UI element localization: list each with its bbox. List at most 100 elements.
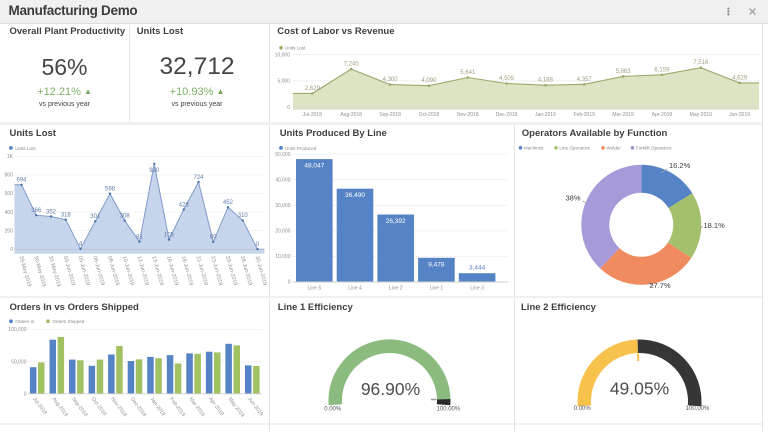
svg-text:Aug-2018: Aug-2018 [51,396,69,418]
svg-text:800: 800 [5,173,14,179]
svg-text:Mar-2019: Mar-2019 [612,112,634,118]
svg-text:13-Jun-2019: 13-Jun-2019 [150,255,164,286]
svg-text:48,047: 48,047 [304,163,324,170]
svg-text:724: 724 [193,175,204,181]
svg-text:400: 400 [5,210,14,216]
svg-text:100.00%: 100.00% [437,407,461,413]
svg-text:Line 4: Line 4 [348,286,362,292]
svg-text:23-Jun-2019: 23-Jun-2019 [209,255,223,286]
svg-text:30,000: 30,000 [275,203,291,209]
svg-text:4,188: 4,188 [538,78,554,84]
svg-text:105: 105 [164,232,175,238]
svg-text:Orders Shipped: Orders Shipped [52,319,85,324]
svg-text:7,240: 7,240 [344,62,360,68]
svg-text:5,000: 5,000 [277,79,290,85]
svg-text:Units Lost: Units Lost [285,46,306,51]
svg-text:Sep-2018: Sep-2018 [379,112,401,118]
svg-text:920: 920 [149,168,160,174]
svg-text:308: 308 [120,213,131,219]
svg-text:50,000: 50,000 [275,152,291,158]
svg-text:4,629: 4,629 [732,75,748,81]
svg-text:08-Jun-2019: 08-Jun-2019 [106,255,120,286]
svg-text:21-Jun-2019: 21-Jun-2019 [195,255,209,286]
svg-text:27.7%: 27.7% [649,281,671,290]
svg-text:4,300: 4,300 [383,77,399,83]
svg-text:Dec-2018: Dec-2018 [129,396,147,418]
svg-text:36,490: 36,490 [345,192,365,199]
svg-text:Jan-2019: Jan-2019 [148,396,166,417]
svg-text:5,641: 5,641 [460,70,476,76]
svg-text:2,629: 2,629 [305,86,321,92]
svg-text:May-2019: May-2019 [690,112,712,118]
svg-text:03-Jun-2019: 03-Jun-2019 [62,255,76,286]
svg-text:Orders In: Orders In [15,319,35,324]
svg-text:0.00%: 0.00% [574,406,592,412]
svg-text:30-Jun-2019: 30-Jun-2019 [254,255,268,286]
svg-text:Feb-2019: Feb-2019 [573,112,595,118]
svg-text:694: 694 [16,178,27,184]
svg-text:428: 428 [179,202,190,208]
svg-text:7,516: 7,516 [693,60,709,66]
svg-text:18.1%: 18.1% [704,221,726,230]
svg-text:Line 2: Line 2 [389,286,403,292]
svg-text:452: 452 [223,200,234,206]
svg-text:Dec-2018: Dec-2018 [496,112,518,118]
svg-text:100,000: 100,000 [8,327,26,333]
svg-text:100.00%: 100.00% [686,406,710,412]
svg-text:Oct-2018: Oct-2018 [90,396,108,417]
svg-text:16-Jun-2019: 16-Jun-2019 [165,255,179,286]
svg-text:Oct-2018: Oct-2018 [419,112,440,118]
svg-text:318: 318 [61,213,72,219]
svg-text:Jun-2019: Jun-2019 [246,396,264,417]
svg-text:0: 0 [24,392,27,398]
svg-text:96.90%: 96.90% [361,379,420,399]
svg-text:30-May-2019: 30-May-2019 [32,255,47,287]
svg-text:40,000: 40,000 [275,177,291,183]
svg-text:Sep-2018: Sep-2018 [70,396,88,418]
svg-text:Welder: Welder [606,146,621,151]
svg-text:4: 4 [79,242,83,248]
svg-text:25-Jun-2019: 25-Jun-2019 [224,255,238,286]
svg-text:9,478: 9,478 [428,261,445,268]
svg-text:Mar-2019: Mar-2019 [188,396,206,417]
svg-text:Nov-2018: Nov-2018 [457,112,479,118]
svg-text:Nov-2018: Nov-2018 [109,396,127,418]
svg-text:05-Jun-2019: 05-Jun-2019 [77,255,91,286]
svg-text:598: 598 [105,187,116,193]
svg-text:Line 5: Line 5 [307,286,321,292]
svg-text:0: 0 [256,242,260,248]
svg-text:Jul-2018: Jul-2018 [31,396,48,416]
svg-text:81: 81 [136,235,143,241]
svg-text:26,392: 26,392 [386,218,406,225]
svg-text:Machinist: Machinist [524,146,544,151]
svg-text:Line 1: Line 1 [430,286,444,292]
svg-text:10-Jun-2019: 10-Jun-2019 [121,255,135,286]
svg-text:18-Jun-2019: 18-Jun-2019 [180,255,194,286]
svg-text:301: 301 [90,214,101,220]
svg-text:Jul-2018: Jul-2018 [303,112,322,118]
svg-text:38%: 38% [565,194,580,203]
svg-text:29-May-2019: 29-May-2019 [18,255,33,287]
svg-text:3,444: 3,444 [469,265,486,272]
svg-text:28-Jun-2019: 28-Jun-2019 [239,255,253,286]
svg-text:Units Lost: Units Lost [15,146,36,151]
svg-text:6,159: 6,159 [654,67,670,73]
svg-text:0: 0 [10,247,13,253]
svg-text:Jan-2019: Jan-2019 [535,112,556,118]
svg-text:0.00%: 0.00% [324,407,342,413]
svg-text:4,505: 4,505 [499,76,515,82]
svg-text:Jun-2019: Jun-2019 [729,112,750,118]
svg-text:366: 366 [31,208,42,214]
svg-text:352: 352 [46,209,57,215]
svg-text:12-Jun-2019: 12-Jun-2019 [136,255,150,286]
svg-text:20,000: 20,000 [275,229,291,235]
svg-text:Feb-2019: Feb-2019 [168,396,186,417]
svg-text:Line Operators: Line Operators [559,146,590,151]
svg-text:80: 80 [210,235,217,241]
svg-text:10,000: 10,000 [275,254,291,260]
svg-text:Aug-2018: Aug-2018 [340,112,362,118]
svg-text:49.05%: 49.05% [610,379,669,399]
svg-text:Line 3: Line 3 [470,286,484,292]
svg-text:May-2019: May-2019 [227,396,246,418]
svg-text:0: 0 [288,280,291,286]
